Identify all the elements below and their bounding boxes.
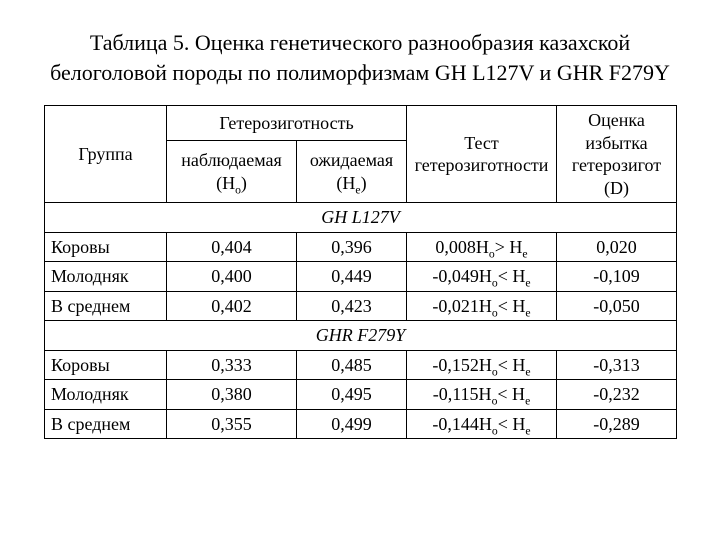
cell-group: В среднем	[45, 291, 167, 321]
cell-test: -0,144Ho< He	[407, 409, 557, 439]
cell-ho: 0,402	[167, 291, 297, 321]
cell-he: 0,423	[297, 291, 407, 321]
cell-ho: 0,400	[167, 262, 297, 292]
cell-d: -0,232	[557, 380, 677, 410]
cell-d: -0,289	[557, 409, 677, 439]
tpre: -0,021H	[432, 296, 492, 316]
cell-d: -0,313	[557, 350, 677, 380]
cell-ho: 0,333	[167, 350, 297, 380]
table-row: Молодняк 0,400 0,449 -0,049Ho< He -0,109	[45, 262, 677, 292]
col-d: Оценка избытка гетерозигот (D)	[557, 106, 677, 203]
tsub2: e	[522, 247, 527, 260]
tsub2: e	[525, 306, 530, 319]
cell-test: -0,021Ho< He	[407, 291, 557, 321]
tpre: -0,152H	[432, 355, 492, 375]
col-he-label: ожидаемая	[310, 150, 393, 170]
he-post: )	[361, 173, 367, 193]
cell-he: 0,485	[297, 350, 407, 380]
col-ho-sym: (Ho)	[216, 173, 247, 193]
cell-group: В среднем	[45, 409, 167, 439]
tsub2: e	[525, 395, 530, 408]
cell-ho: 0,355	[167, 409, 297, 439]
header-row-1: Группа Гетерозиготность Тест гетерозигот…	[45, 106, 677, 141]
cell-group: Коровы	[45, 232, 167, 262]
ho-post: )	[241, 173, 247, 193]
genetics-table: Группа Гетерозиготность Тест гетерозигот…	[44, 105, 677, 439]
table-row: Коровы 0,404 0,396 0,008Ho> He 0,020	[45, 232, 677, 262]
col-test: Тест гетерозиготности	[407, 106, 557, 203]
tmid: < H	[498, 296, 526, 316]
col-d-l3: гетерозигот (D)	[572, 155, 661, 198]
cell-he: 0,396	[297, 232, 407, 262]
cell-test: -0,049Ho< He	[407, 262, 557, 292]
col-d-l1: Оценка	[588, 110, 645, 130]
col-group: Группа	[45, 106, 167, 203]
tsub2: e	[525, 277, 530, 290]
cell-group: Молодняк	[45, 262, 167, 292]
page: Таблица 5. Оценка генетического разнообр…	[0, 0, 720, 439]
tmid: < H	[497, 384, 525, 404]
cell-group: Молодняк	[45, 380, 167, 410]
tpre: -0,049H	[432, 266, 492, 286]
col-hetero: Гетерозиготность	[167, 106, 407, 141]
cell-test: -0,115Ho< He	[407, 380, 557, 410]
table-row: Коровы 0,333 0,485 -0,152Ho< He -0,313	[45, 350, 677, 380]
cell-test: -0,152Ho< He	[407, 350, 557, 380]
col-d-l2: избытка	[585, 133, 647, 153]
cell-ho: 0,380	[167, 380, 297, 410]
tpre: -0,144H	[432, 414, 492, 434]
tsub2: e	[525, 424, 530, 437]
section-label-1: GH L127V	[45, 203, 677, 233]
table-row: В среднем 0,402 0,423 -0,021Ho< He -0,05…	[45, 291, 677, 321]
cell-d: 0,020	[557, 232, 677, 262]
tmid: > H	[495, 237, 523, 257]
cell-ho: 0,404	[167, 232, 297, 262]
table-caption: Таблица 5. Оценка генетического разнообр…	[44, 28, 676, 87]
tmid: < H	[498, 266, 526, 286]
table-row: Молодняк 0,380 0,495 -0,115Ho< He -0,232	[45, 380, 677, 410]
cell-he: 0,499	[297, 409, 407, 439]
cell-group: Коровы	[45, 350, 167, 380]
col-he-sym: (He)	[336, 173, 366, 193]
ho-pre: (H	[216, 173, 235, 193]
col-ho-label: наблюдаемая	[181, 150, 282, 170]
he-pre: (H	[336, 173, 355, 193]
table-row: В среднем 0,355 0,499 -0,144Ho< He -0,28…	[45, 409, 677, 439]
cell-d: -0,050	[557, 291, 677, 321]
tmid: < H	[498, 414, 526, 434]
col-ho: наблюдаемая (Ho)	[167, 141, 297, 203]
cell-test: 0,008Ho> He	[407, 232, 557, 262]
cell-he: 0,449	[297, 262, 407, 292]
col-he: ожидаемая (He)	[297, 141, 407, 203]
cell-d: -0,109	[557, 262, 677, 292]
tpre: 0,008H	[435, 237, 489, 257]
cell-he: 0,495	[297, 380, 407, 410]
section-ghr-f279y: GHR F279Y	[45, 321, 677, 351]
tmid: < H	[498, 355, 526, 375]
tpre: -0,115H	[433, 384, 492, 404]
section-gh-l127v: GH L127V	[45, 203, 677, 233]
tsub2: e	[525, 365, 530, 378]
section-label-2: GHR F279Y	[45, 321, 677, 351]
